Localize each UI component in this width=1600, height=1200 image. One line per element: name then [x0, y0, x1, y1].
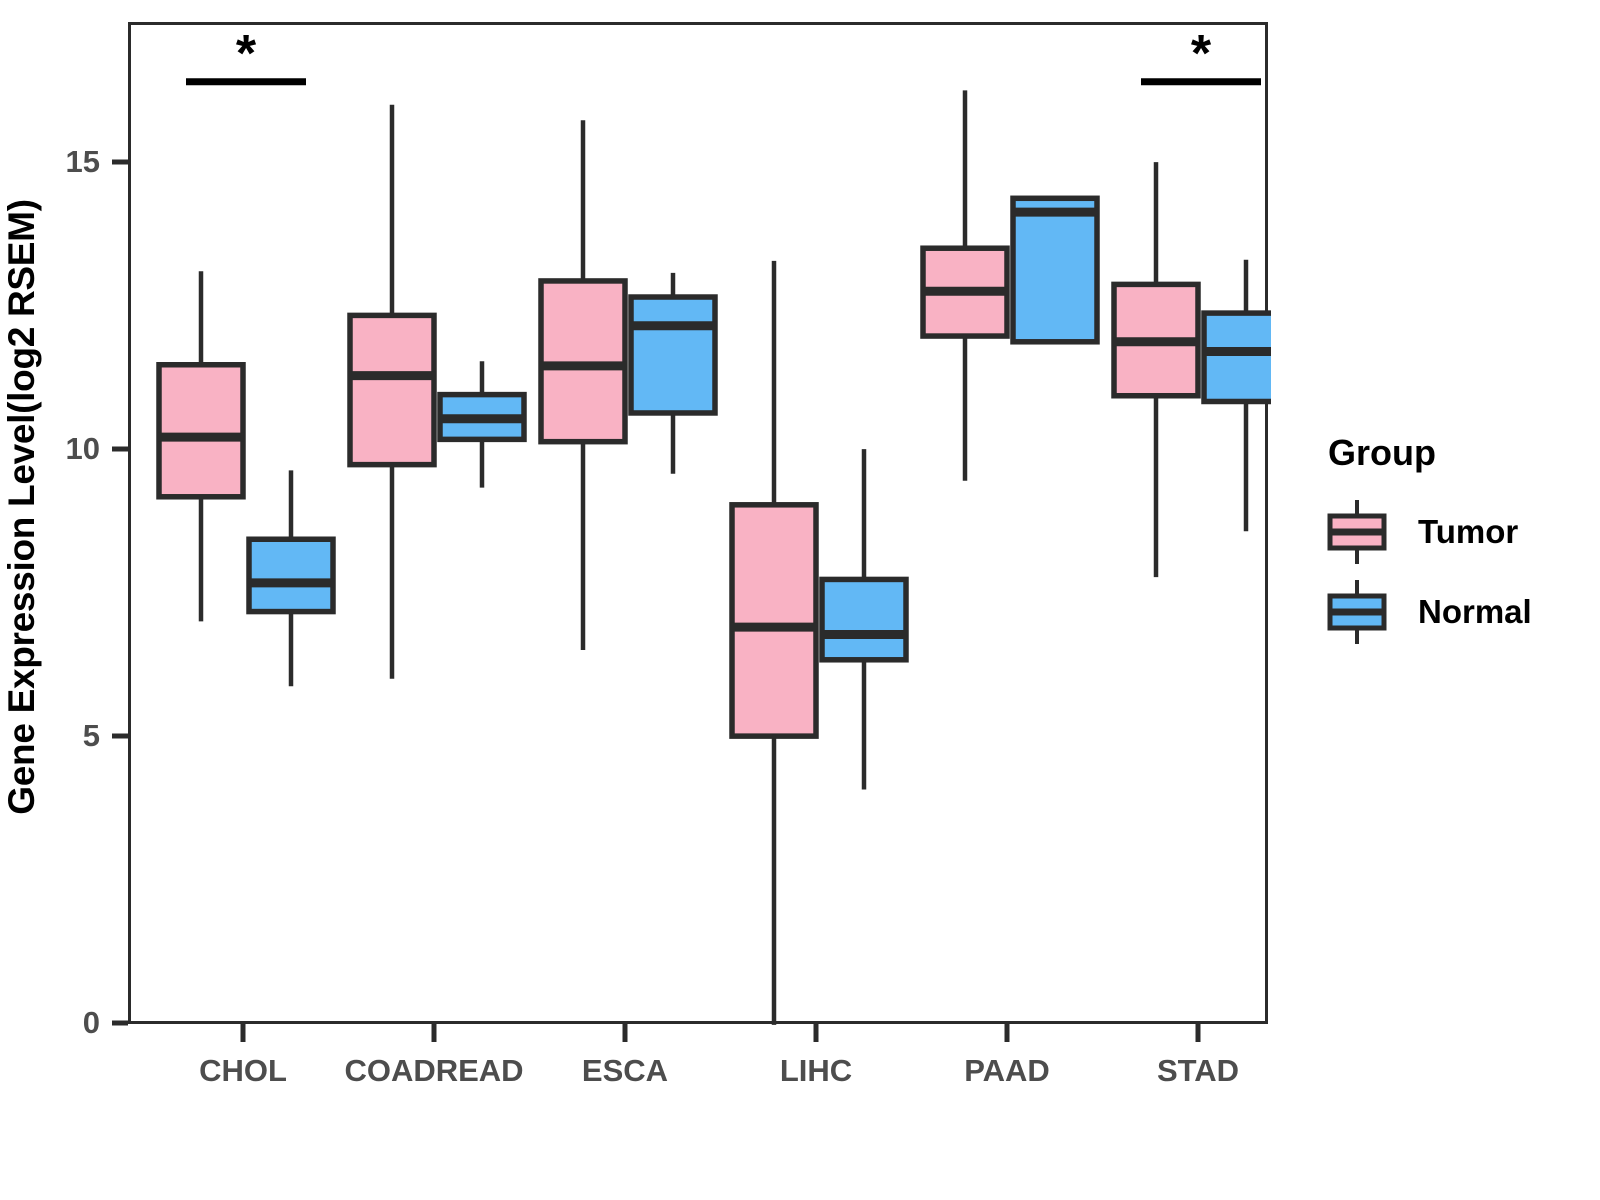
box-rect [347, 312, 437, 468]
legend-box-glyph [1327, 580, 1387, 644]
box-paad-normal [1010, 195, 1100, 345]
y-tick-label-10: 10 [65, 431, 100, 466]
y-axis-tick-labels: 0 5 10 15 [0, 0, 100, 1200]
y-tick-label-15: 15 [65, 144, 100, 179]
legend-item-tumor[interactable]: Tumor [1322, 496, 1582, 568]
x-tick-label-lihc: LIHC [779, 1053, 853, 1088]
significance-bracket-stad: * [1141, 25, 1261, 86]
box-chol-normal [246, 470, 336, 687]
box-rect [628, 294, 718, 416]
significance-star: * [1191, 25, 1212, 83]
box-rect [246, 536, 336, 615]
boxplot-canvas: * * [156, 25, 1271, 1025]
box-stad-normal [1201, 259, 1271, 532]
box-lihc-tumor [729, 260, 819, 1025]
box-lihc-normal [819, 449, 909, 790]
box-chol-tumor [156, 271, 246, 622]
box-esca-tumor [538, 120, 628, 651]
box-rect [1201, 310, 1271, 405]
box-stad-tumor [1111, 162, 1201, 578]
legend-box-glyph [1327, 500, 1387, 564]
plot-panel: * * [128, 22, 1271, 1025]
box-rect [156, 362, 246, 500]
legend-entries: Tumor Normal [1322, 496, 1582, 648]
significance-star: * [236, 25, 257, 83]
x-tick-label-stad: STAD [1156, 1053, 1240, 1088]
legend-key-normal [1322, 576, 1392, 648]
box-rect [819, 576, 909, 663]
box-coadread-normal [437, 361, 527, 488]
y-tick-label-0: 0 [82, 1005, 100, 1040]
box-paad-tumor [920, 90, 1010, 481]
x-tick-label-chol: CHOL [199, 1053, 287, 1088]
legend-item-normal[interactable]: Normal [1322, 576, 1582, 648]
legend-label-normal: Normal [1418, 593, 1532, 630]
x-tick-label-coadread: COADREAD [344, 1053, 524, 1088]
x-tick-label-paad: PAAD [964, 1053, 1050, 1088]
x-tick-label-esca: ESCA [581, 1053, 669, 1088]
box-coadread-tumor [347, 104, 437, 679]
box-rect [1010, 195, 1100, 345]
significance-bracket-chol: * [186, 25, 306, 86]
box-rect [729, 502, 819, 739]
box-esca-normal [628, 272, 718, 474]
legend-title: Group [1328, 432, 1436, 473]
y-tick-label-5: 5 [82, 718, 100, 753]
legend-key-tumor [1322, 496, 1392, 568]
box-rect [538, 278, 628, 445]
legend: Group Tumor Normal [1322, 432, 1582, 656]
legend-label-tumor: Tumor [1418, 513, 1519, 550]
